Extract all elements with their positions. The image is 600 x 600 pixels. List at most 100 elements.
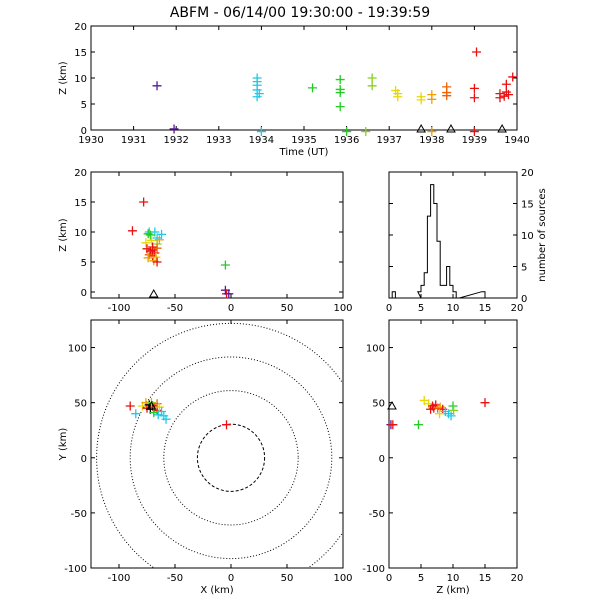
x-tick-label: 1935 xyxy=(291,135,316,146)
y-tick-label: 15 xyxy=(74,198,87,209)
x-tick-label: -50 xyxy=(167,303,183,314)
plot-frame xyxy=(90,171,344,299)
source-point xyxy=(508,72,518,82)
source-point xyxy=(252,92,262,102)
x-tick-label: 100 xyxy=(333,573,352,584)
range-rings xyxy=(96,322,343,568)
source-point xyxy=(139,197,149,207)
x-axis-label: Z (km) xyxy=(436,585,469,596)
y-tick-label: 0 xyxy=(379,454,385,465)
source-point xyxy=(367,81,377,91)
source-point xyxy=(146,235,156,245)
source-point xyxy=(427,127,437,137)
x-tick-label: 1932 xyxy=(163,135,188,146)
source-point xyxy=(393,92,403,102)
x-tick-label: 1937 xyxy=(376,135,401,146)
source-point xyxy=(125,401,135,411)
panel-time_height: 1930 1931 1932 1933 1934 1935 1936 1937 1938 1939… xyxy=(58,22,530,158)
panel-zy: 0 5 10 15 20 -100 -50 0 50 100 Z (km) xyxy=(362,319,524,596)
x-tick-label: 1933 xyxy=(206,135,231,146)
x-axis-label: Time (UT) xyxy=(279,147,329,158)
y-tick-label: 20 xyxy=(521,168,534,179)
source-point xyxy=(427,94,437,104)
range-ring xyxy=(96,322,343,568)
source-point xyxy=(495,93,505,103)
source-point xyxy=(335,88,345,98)
x-tick-label: -100 xyxy=(108,303,131,314)
source-point xyxy=(446,411,456,421)
y-tick-label: 10 xyxy=(74,228,87,239)
source-point xyxy=(469,93,479,103)
source-point xyxy=(153,410,163,420)
x-tick-label: 1936 xyxy=(334,135,359,146)
x-tick-label: 0 xyxy=(228,573,234,584)
source-point xyxy=(435,409,445,419)
x-tick-label: 50 xyxy=(281,303,294,314)
source-point xyxy=(413,420,423,430)
y-tick-label: -50 xyxy=(369,509,385,520)
y-tick-label: 15 xyxy=(521,200,534,211)
y-tick-label: 15 xyxy=(74,48,87,59)
source-point xyxy=(308,83,318,93)
y-tick-label: 10 xyxy=(521,231,534,242)
range-ring xyxy=(196,423,266,492)
source-point xyxy=(480,398,490,408)
source-point xyxy=(472,47,482,57)
range-ring xyxy=(163,390,299,526)
x-tick-label: 1930 xyxy=(78,135,103,146)
source-point xyxy=(503,90,513,100)
station-marker xyxy=(416,123,427,133)
source-point xyxy=(416,95,426,105)
y-tick-label: 20 xyxy=(74,22,87,33)
x-tick-label: 1940 xyxy=(504,135,529,146)
x-tick-label: 1931 xyxy=(121,135,146,146)
y-tick-label: 0 xyxy=(521,294,527,305)
y-axis-label: Y (km) xyxy=(58,428,69,462)
source-point xyxy=(143,253,153,263)
y-tick-label: 5 xyxy=(81,100,87,111)
x-tick-label: 100 xyxy=(333,303,352,314)
source-point xyxy=(256,127,266,137)
source-point xyxy=(367,73,377,83)
source-point xyxy=(152,81,162,91)
source-point xyxy=(224,289,234,299)
plot-frame xyxy=(388,171,518,299)
source-point xyxy=(152,257,162,267)
station-marker xyxy=(148,288,159,298)
station-marker xyxy=(387,400,397,410)
y-tick-label: -50 xyxy=(71,509,87,520)
x-tick-label: 50 xyxy=(281,573,294,584)
histogram-outline xyxy=(389,184,489,299)
x-tick-label: 1939 xyxy=(462,135,487,146)
source-point xyxy=(143,229,153,239)
y-tick-label: 5 xyxy=(521,263,527,274)
y-axis-label: Z (km) xyxy=(58,61,69,94)
y-tick-label: 100 xyxy=(366,344,385,355)
source-point xyxy=(149,408,159,418)
x-tick-label: 20 xyxy=(511,573,524,584)
x-axis-label: X (km) xyxy=(200,585,233,596)
panels: 1930 1931 1932 1933 1934 1935 1936 1937 1938 1939… xyxy=(58,22,548,596)
source-point xyxy=(335,102,345,112)
x-tick-label: 5 xyxy=(418,303,424,314)
x-tick-label: 1934 xyxy=(249,135,274,146)
range-ring xyxy=(129,356,333,560)
x-tick-label: 0 xyxy=(386,573,392,584)
source-point xyxy=(127,226,137,236)
source-point xyxy=(335,75,345,85)
source-point xyxy=(161,414,171,424)
source-point xyxy=(361,127,371,137)
source-point xyxy=(169,124,179,134)
y-tick-label: 100 xyxy=(68,344,87,355)
station-marker xyxy=(146,400,157,410)
x-tick-label: 15 xyxy=(479,303,492,314)
source-point xyxy=(152,243,162,253)
y-tick-label: 20 xyxy=(74,168,87,179)
y-tick-label: 50 xyxy=(74,399,87,410)
y-tick-label: 0 xyxy=(81,126,87,137)
source-point xyxy=(442,91,452,101)
x-tick-label: 0 xyxy=(386,303,392,314)
source-point xyxy=(449,405,459,415)
station-marker xyxy=(446,123,456,133)
